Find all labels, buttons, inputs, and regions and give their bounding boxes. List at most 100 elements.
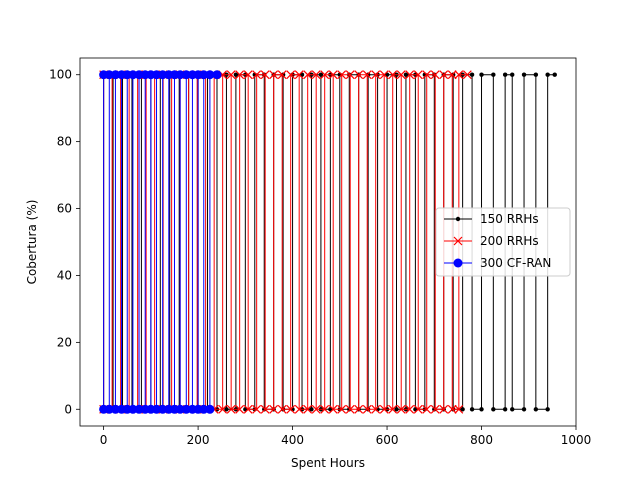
y-tick-label: 0 bbox=[64, 402, 72, 416]
data-point bbox=[224, 407, 229, 412]
y-tick-label: 40 bbox=[57, 268, 72, 282]
data-point bbox=[269, 70, 279, 80]
legend: 150 RRHs 200 RRHs 300 CF-RAN bbox=[435, 207, 571, 277]
axes-frame bbox=[79, 57, 577, 427]
data-point bbox=[510, 407, 515, 412]
x-tick-label: 1000 bbox=[561, 433, 592, 447]
data-point bbox=[413, 70, 423, 80]
data-point bbox=[439, 70, 449, 80]
data-point bbox=[521, 72, 527, 77]
data-point bbox=[491, 407, 496, 412]
data-point bbox=[294, 404, 304, 414]
data-point bbox=[379, 404, 389, 414]
data-point bbox=[354, 404, 364, 414]
data-point bbox=[413, 404, 423, 414]
data-point bbox=[205, 404, 215, 414]
y-tick-label: 20 bbox=[57, 335, 72, 349]
data-point bbox=[345, 404, 355, 414]
y-tick-label: 80 bbox=[57, 135, 72, 149]
legend-entry: 150 RRHs bbox=[444, 212, 539, 226]
axes: 0 200 400 600 800 1000 0 20 40 60 80 100 bbox=[49, 57, 592, 447]
data-point bbox=[460, 407, 465, 412]
data-point bbox=[521, 407, 527, 412]
data-point bbox=[510, 72, 515, 77]
legend-entry: 300 CF-RAN bbox=[444, 256, 551, 270]
data-point bbox=[233, 72, 239, 77]
data-point bbox=[243, 404, 253, 414]
legend-label: 300 CF-RAN bbox=[480, 256, 551, 270]
y-tick-label: 60 bbox=[57, 202, 72, 216]
data-point bbox=[502, 407, 508, 412]
data-point bbox=[294, 70, 304, 80]
data-point bbox=[362, 404, 372, 414]
data-point bbox=[422, 70, 432, 80]
data-point bbox=[309, 407, 314, 412]
data-point bbox=[277, 70, 287, 80]
data-point bbox=[226, 70, 236, 80]
y-tick-label: 100 bbox=[49, 68, 72, 82]
data-point bbox=[552, 72, 557, 77]
data-point bbox=[320, 404, 330, 414]
legend-marker bbox=[453, 236, 463, 246]
data-point bbox=[269, 404, 279, 414]
data-point bbox=[218, 404, 228, 414]
data-point bbox=[311, 404, 321, 414]
data-point bbox=[422, 404, 432, 414]
legend-box bbox=[435, 207, 571, 277]
data-point bbox=[469, 407, 475, 412]
data-point bbox=[371, 404, 381, 414]
data-point bbox=[303, 404, 313, 414]
data-point bbox=[303, 70, 313, 80]
data-point bbox=[260, 70, 270, 80]
data-point bbox=[405, 404, 415, 414]
data-point bbox=[405, 70, 415, 80]
x-tick-label: 600 bbox=[376, 433, 399, 447]
data-point bbox=[430, 70, 440, 80]
data-point bbox=[469, 72, 475, 77]
data-point bbox=[328, 70, 338, 80]
data-point bbox=[479, 72, 484, 77]
data-point bbox=[379, 70, 389, 80]
data-point bbox=[286, 70, 296, 80]
x-tick-label: 400 bbox=[281, 433, 304, 447]
data-point bbox=[545, 407, 550, 412]
legend-marker bbox=[453, 258, 463, 268]
data-point bbox=[345, 70, 355, 80]
x-tick-label: 200 bbox=[187, 433, 210, 447]
data-point bbox=[212, 70, 222, 80]
data-point bbox=[447, 70, 457, 80]
data-point bbox=[403, 72, 409, 77]
data-point bbox=[430, 404, 440, 414]
data-point bbox=[286, 404, 296, 414]
data-point bbox=[533, 407, 539, 412]
data-point bbox=[447, 404, 457, 414]
data-point bbox=[320, 70, 330, 80]
y-axis-label: Cobertura (%) bbox=[25, 200, 39, 285]
data-point bbox=[252, 70, 262, 80]
series-group bbox=[99, 70, 557, 414]
legend-label: 200 RRHs bbox=[480, 234, 539, 248]
data-point bbox=[439, 404, 449, 414]
data-point bbox=[371, 70, 381, 80]
x-tick-label: 800 bbox=[470, 433, 493, 447]
data-point bbox=[396, 404, 406, 414]
data-point bbox=[337, 404, 347, 414]
legend-marker bbox=[455, 216, 461, 222]
data-point bbox=[328, 404, 338, 414]
data-point bbox=[462, 70, 472, 80]
data-point bbox=[388, 70, 398, 80]
x-axis-label: Spent Hours bbox=[291, 456, 365, 470]
data-point bbox=[454, 70, 464, 80]
data-point bbox=[243, 70, 253, 80]
data-point bbox=[533, 72, 539, 77]
data-point bbox=[502, 72, 508, 77]
data-point bbox=[252, 404, 262, 414]
data-point bbox=[388, 404, 398, 414]
plot-area bbox=[99, 70, 557, 414]
data-point bbox=[205, 70, 215, 80]
legend-entry: 200 RRHs bbox=[444, 234, 539, 248]
data-point bbox=[396, 70, 406, 80]
data-point bbox=[235, 404, 245, 414]
data-point bbox=[226, 404, 236, 414]
data-point bbox=[311, 70, 321, 80]
